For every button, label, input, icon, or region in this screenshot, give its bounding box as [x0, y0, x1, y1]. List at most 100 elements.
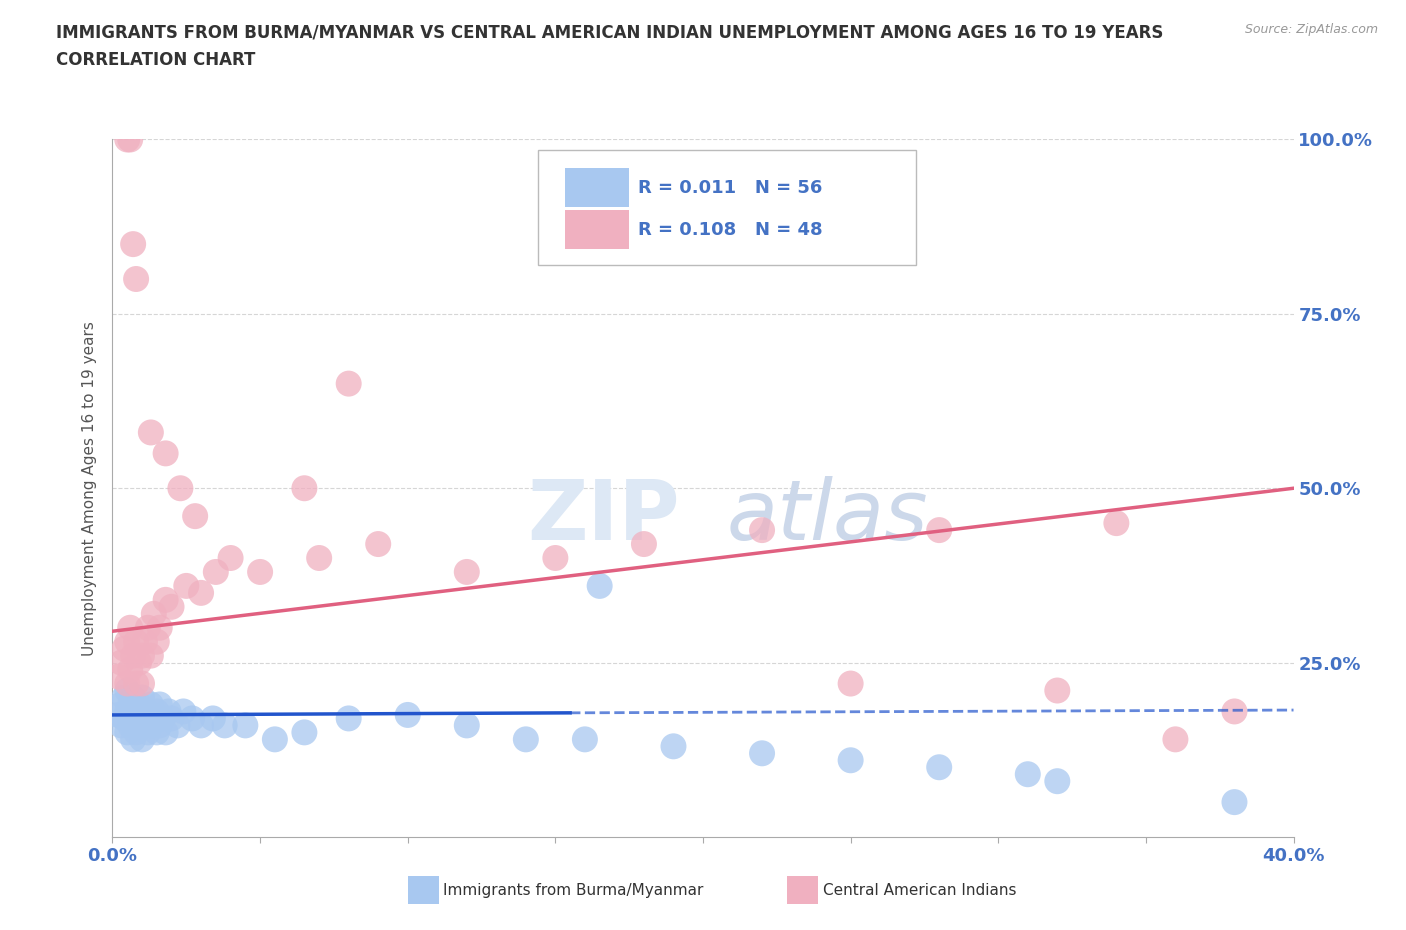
Point — [174, 578, 197, 593]
Point — [125, 634, 148, 649]
Point — [125, 704, 148, 719]
Point — [337, 376, 360, 391]
Point — [633, 537, 655, 551]
Point — [139, 425, 162, 440]
Point — [134, 718, 156, 733]
Point — [122, 237, 145, 252]
Point — [839, 753, 862, 768]
Point — [122, 711, 145, 725]
Point — [201, 711, 224, 725]
Point — [190, 586, 212, 601]
Point — [122, 690, 145, 705]
FancyBboxPatch shape — [565, 168, 628, 207]
Point — [136, 704, 159, 719]
Point — [751, 523, 773, 538]
Point — [367, 537, 389, 551]
Point — [149, 698, 172, 712]
FancyBboxPatch shape — [537, 150, 915, 265]
Point — [172, 704, 194, 719]
Point — [1046, 774, 1069, 789]
Point — [149, 620, 172, 635]
Point — [456, 565, 478, 579]
Point — [120, 698, 142, 712]
Point — [166, 718, 188, 733]
Point — [120, 662, 142, 677]
Point — [110, 656, 132, 671]
Point — [155, 445, 177, 460]
Y-axis label: Unemployment Among Ages 16 to 19 years: Unemployment Among Ages 16 to 19 years — [82, 321, 97, 656]
Point — [190, 718, 212, 733]
Point — [142, 711, 165, 725]
Point — [134, 634, 156, 649]
Point — [169, 481, 191, 496]
Point — [264, 732, 287, 747]
Point — [107, 670, 129, 684]
Point — [337, 711, 360, 725]
Point — [120, 132, 142, 147]
Text: ZIP: ZIP — [527, 475, 679, 557]
Point — [120, 620, 142, 635]
Point — [292, 725, 315, 740]
Point — [308, 551, 330, 565]
Point — [396, 708, 419, 723]
Point — [139, 718, 162, 733]
Point — [139, 648, 162, 663]
Point — [122, 732, 145, 747]
Point — [155, 592, 177, 607]
Point — [110, 718, 132, 733]
Point — [136, 620, 159, 635]
Point — [146, 634, 169, 649]
Point — [751, 746, 773, 761]
Point — [131, 732, 153, 747]
Point — [139, 698, 162, 712]
Point — [142, 606, 165, 621]
Text: R = 0.011   N = 56: R = 0.011 N = 56 — [638, 179, 823, 197]
Point — [515, 732, 537, 747]
Point — [117, 725, 138, 740]
Point — [233, 718, 256, 733]
Point — [146, 725, 169, 740]
Point — [117, 634, 138, 649]
Text: R = 0.108   N = 48: R = 0.108 N = 48 — [638, 221, 823, 239]
Text: atlas: atlas — [727, 475, 928, 557]
Point — [146, 704, 169, 719]
Text: Central American Indians: Central American Indians — [823, 883, 1017, 897]
Point — [131, 690, 153, 705]
Point — [110, 698, 132, 712]
Point — [544, 551, 567, 565]
Point — [107, 708, 129, 723]
Point — [112, 690, 135, 705]
Point — [125, 272, 148, 286]
Point — [117, 132, 138, 147]
Point — [184, 509, 207, 524]
Point — [125, 725, 148, 740]
Point — [205, 565, 228, 579]
Text: Source: ZipAtlas.com: Source: ZipAtlas.com — [1244, 23, 1378, 36]
Point — [219, 551, 242, 565]
Point — [128, 698, 150, 712]
Point — [155, 725, 177, 740]
Point — [1164, 732, 1187, 747]
Point — [117, 676, 138, 691]
Text: Immigrants from Burma/Myanmar: Immigrants from Burma/Myanmar — [443, 883, 703, 897]
Point — [928, 523, 950, 538]
Point — [131, 676, 153, 691]
Point — [136, 725, 159, 740]
Point — [1223, 704, 1246, 719]
Point — [117, 683, 138, 698]
Point — [928, 760, 950, 775]
Point — [152, 711, 174, 725]
Point — [149, 718, 172, 733]
Point — [128, 718, 150, 733]
Point — [1223, 794, 1246, 809]
Point — [120, 718, 142, 733]
Point — [122, 648, 145, 663]
Point — [157, 704, 180, 719]
Point — [128, 656, 150, 671]
Point — [131, 648, 153, 663]
Point — [181, 711, 204, 725]
Point — [588, 578, 610, 593]
Point — [117, 704, 138, 719]
Point — [125, 676, 148, 691]
Point — [292, 481, 315, 496]
